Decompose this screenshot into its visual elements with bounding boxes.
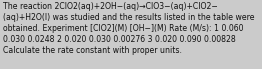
Text: The reaction 2ClO2(aq)+2OH−(aq)→ClO3−(aq)+ClO2−
(aq)+H2O(l) was studied and the : The reaction 2ClO2(aq)+2OH−(aq)→ClO3−(aq…	[3, 2, 255, 55]
